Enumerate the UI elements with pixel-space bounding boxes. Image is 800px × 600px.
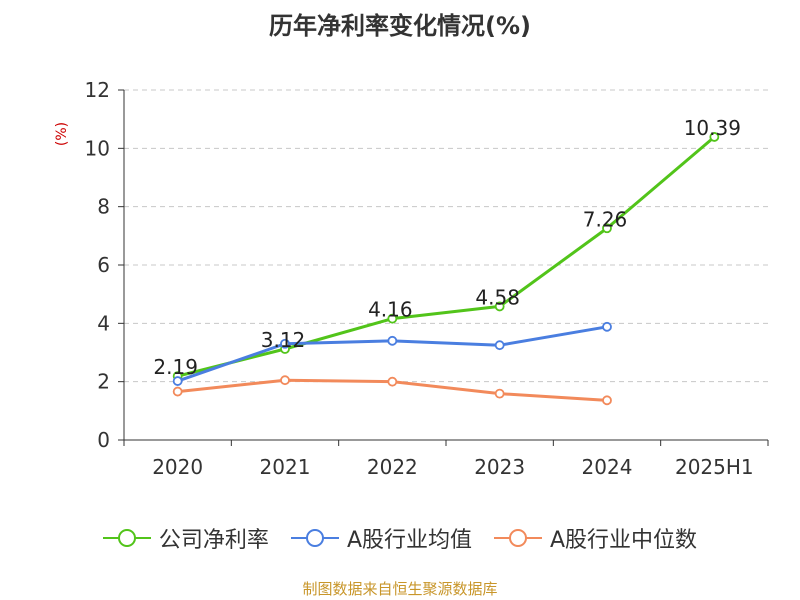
data-point	[172, 386, 183, 397]
x-tick-label: 2025H1	[675, 455, 754, 479]
y-tick-label: 8	[97, 195, 110, 219]
y-tick-label: 10	[85, 136, 110, 160]
legend-label: A股行业中位数	[550, 528, 698, 553]
data-point	[494, 301, 505, 312]
axes: 0 2 4 6 8 10 12 2020 2021 2022 2023 2024 2025H1	[85, 78, 769, 479]
data-point	[387, 313, 398, 324]
data-label: 2.19	[153, 355, 198, 379]
data-label: 10.39	[684, 116, 741, 140]
data-label: 7.26	[583, 207, 628, 231]
data-point	[387, 335, 398, 346]
series-line	[177, 135, 716, 378]
line-chart: 0 2 4 6 8 10 12 2020 2021 2022 2023 2024 2025H1 2.19…	[85, 78, 769, 479]
data-label: 3.12	[261, 328, 306, 352]
legend-swatch-marker	[117, 529, 136, 547]
x-tick-label: 2020	[152, 455, 203, 479]
series-line	[177, 325, 608, 383]
data-point	[280, 375, 290, 386]
data-labels: 2.19 3.12 4.16 4.58 7.26 10.39	[153, 116, 741, 379]
source-note: 制图数据来自恒生聚源数据库	[302, 580, 498, 598]
legend-item[interactable]: A股行业均值	[290, 522, 472, 554]
legend-swatch-icon	[290, 529, 339, 547]
data-point	[602, 223, 612, 234]
grid-lines	[124, 89, 768, 383]
data-label: 4.58	[475, 285, 520, 309]
y-tick-label: 4	[97, 311, 110, 335]
legend-swatch-marker	[509, 529, 527, 547]
legend-item[interactable]: 公司净利率	[102, 522, 269, 554]
data-point	[602, 321, 612, 332]
legend-label: 公司净利率	[158, 528, 269, 553]
legend-item[interactable]: A股行业中位数	[494, 522, 697, 554]
x-tick-label: 2021	[260, 455, 311, 479]
data-point	[494, 388, 505, 399]
y-tick-label: 2	[97, 370, 110, 394]
y-tick-label: 6	[97, 253, 110, 277]
legend-swatch-icon	[102, 529, 151, 547]
legend-swatch-icon	[494, 529, 542, 547]
legend: 公司净利率 A股行业均值 A股行业中位数	[0, 520, 800, 556]
legend-swatch-marker	[305, 529, 324, 547]
x-tick-label: 2023	[474, 455, 525, 479]
y-tick-label: 12	[85, 78, 110, 102]
data-point	[602, 395, 612, 406]
data-point	[494, 340, 505, 351]
series-lines	[172, 132, 720, 406]
data-point	[709, 132, 720, 142]
x-tick-label: 2024	[582, 455, 633, 479]
chart-title: 历年净利率变化情况(%)	[269, 12, 531, 40]
data-point	[280, 338, 290, 349]
data-point	[172, 376, 183, 386]
data-label: 4.16	[368, 298, 413, 322]
y-tick-label: 0	[97, 428, 110, 452]
data-point	[387, 376, 398, 387]
x-tick-label: 2022	[367, 455, 418, 479]
legend-label: A股行业均值	[346, 528, 472, 553]
